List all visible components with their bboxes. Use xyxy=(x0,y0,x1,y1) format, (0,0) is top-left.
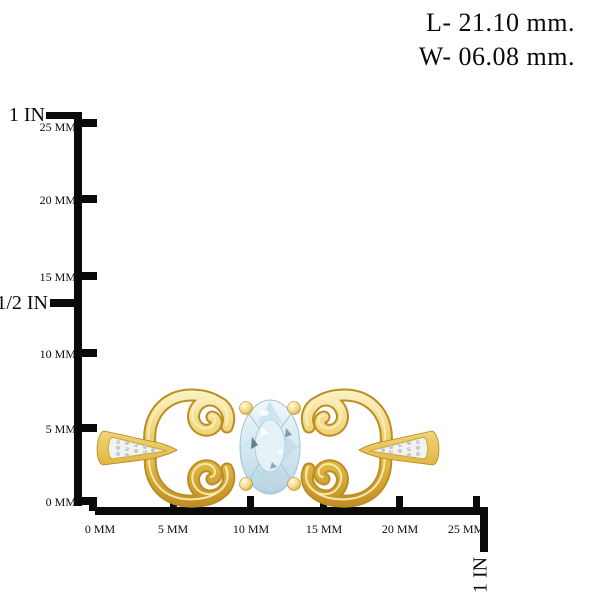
diamond-dot xyxy=(416,440,420,444)
diamond-sparkles xyxy=(116,440,146,453)
ring-motif-right xyxy=(300,388,393,508)
motif-highlight-stroke xyxy=(305,392,387,501)
diamond-dot xyxy=(407,441,411,445)
diamond-dot xyxy=(125,453,129,457)
diamond-dot xyxy=(389,445,393,449)
left-ruler-10mm-tick xyxy=(82,349,97,357)
ring-illustration xyxy=(96,388,440,508)
left-ruler-halfin-label: 1/2 IN xyxy=(0,292,48,314)
diamond-dot xyxy=(381,448,385,452)
bottom-ruler-bar xyxy=(95,507,488,515)
center-stone xyxy=(239,399,301,495)
bottom-ruler-20mm-tick xyxy=(396,496,403,507)
bottom-ruler-1in-descender xyxy=(480,515,488,552)
left-ruler-15mm-tick xyxy=(82,272,97,280)
diamond-dot xyxy=(143,450,147,454)
diamond-sparkle xyxy=(408,447,411,450)
diamond-dot xyxy=(389,450,393,454)
left-ruler-10mm-label: 10 MM xyxy=(39,347,76,361)
diamond-dot xyxy=(125,447,129,451)
pave-diamonds-left xyxy=(116,440,155,457)
ring-band-right xyxy=(358,430,440,466)
left-ruler-20mm-tick xyxy=(82,195,97,203)
prong-ball xyxy=(287,477,301,491)
rulers xyxy=(46,112,488,552)
diamond-dot xyxy=(143,445,147,449)
stone-facet-patch xyxy=(256,470,284,493)
left-ruler-20mm-label: 20 MM xyxy=(39,193,76,207)
ruler-corner-step xyxy=(89,505,97,511)
motif-gold-stroke xyxy=(302,390,391,506)
stone-facet-patch xyxy=(257,401,283,424)
dimension-width: W- 06.08 mm. xyxy=(418,42,575,71)
bottom-ruler-10mm-tick xyxy=(247,496,254,507)
dimension-length: L- 21.10 mm. xyxy=(426,8,575,37)
diamond-sparkles xyxy=(390,440,420,453)
bottom-ruler-25mm-label: 25 MM xyxy=(447,522,485,536)
left-ruler-15mm-label: 15 MM xyxy=(39,270,76,284)
bottom-ruler-5mm-label: 5 MM xyxy=(157,522,189,536)
dimension-readout: L- 21.10 mm. W- 06.08 mm. xyxy=(419,6,575,74)
diamond-dot xyxy=(134,443,138,447)
left-ruler-5mm-tick xyxy=(82,424,97,432)
ring-band-left xyxy=(96,430,178,466)
diamond-dot xyxy=(398,443,402,447)
bottom-ruler-10mm-label: 10 MM xyxy=(232,522,270,536)
left-ruler-5mm-label: 5 MM xyxy=(45,422,76,436)
diamond-sparkle xyxy=(125,447,128,450)
diamond-dot xyxy=(407,447,411,451)
stone-facet-patch xyxy=(285,434,298,460)
stone-table xyxy=(254,419,286,473)
diamond-dot xyxy=(125,441,129,445)
diamond-dot xyxy=(416,446,420,450)
left-ruler-0mm-label: 0 MM xyxy=(45,495,76,509)
stone-sparkle xyxy=(259,410,269,416)
motif-highlight-stroke xyxy=(147,392,229,501)
left-ruler-25mm-label: 25 MM xyxy=(39,120,76,134)
stone-dark-reflection xyxy=(270,462,277,469)
diamond-sparkle xyxy=(143,450,146,453)
diamond-dot xyxy=(116,440,120,444)
bottom-ruler-25mm-tick xyxy=(473,496,480,507)
left-ruler-0mm-tick xyxy=(82,497,97,505)
diamond-dot xyxy=(134,449,138,453)
band-pave-inlay xyxy=(107,436,168,460)
prongs xyxy=(239,401,301,491)
diamond-dot xyxy=(151,448,155,452)
diamond-sparkle xyxy=(399,443,402,446)
diamond-dot xyxy=(116,446,120,450)
diamond-dot xyxy=(116,452,120,456)
ring-motif-left xyxy=(143,388,236,508)
bottom-ruler-0mm-label: 0 MM xyxy=(84,522,116,536)
diamond-sparkle xyxy=(417,440,420,443)
prong-ball xyxy=(287,401,301,415)
band-pave-inlay xyxy=(368,436,429,460)
diamond-sparkle xyxy=(390,450,393,453)
prong-ball xyxy=(239,401,253,415)
left-ruler-1in-label: 1 IN xyxy=(8,104,45,126)
motif-gold-stroke xyxy=(145,390,234,506)
bottom-ruler-15mm-label: 15 MM xyxy=(305,522,343,536)
diamond-dot xyxy=(398,449,402,453)
left-ruler-1in-tick xyxy=(46,112,82,119)
diamond-sparkle xyxy=(116,440,119,443)
stone-dark-reflection xyxy=(251,437,258,449)
diamond-dot xyxy=(416,452,420,456)
diamond-sparkle xyxy=(134,443,137,446)
stone-sparkle xyxy=(277,449,283,455)
stone-dark-reflection xyxy=(285,428,292,437)
diamond-dot xyxy=(407,453,411,457)
pave-diamonds-right xyxy=(381,440,420,457)
prong-ball xyxy=(239,477,253,491)
left-ruler-25mm-tick xyxy=(82,119,97,127)
stone-sparkle xyxy=(260,427,268,437)
left-ruler-bar xyxy=(74,112,82,506)
left-ruler-halfin-tick xyxy=(50,299,82,307)
bottom-ruler-20mm-label: 20 MM xyxy=(381,522,419,536)
